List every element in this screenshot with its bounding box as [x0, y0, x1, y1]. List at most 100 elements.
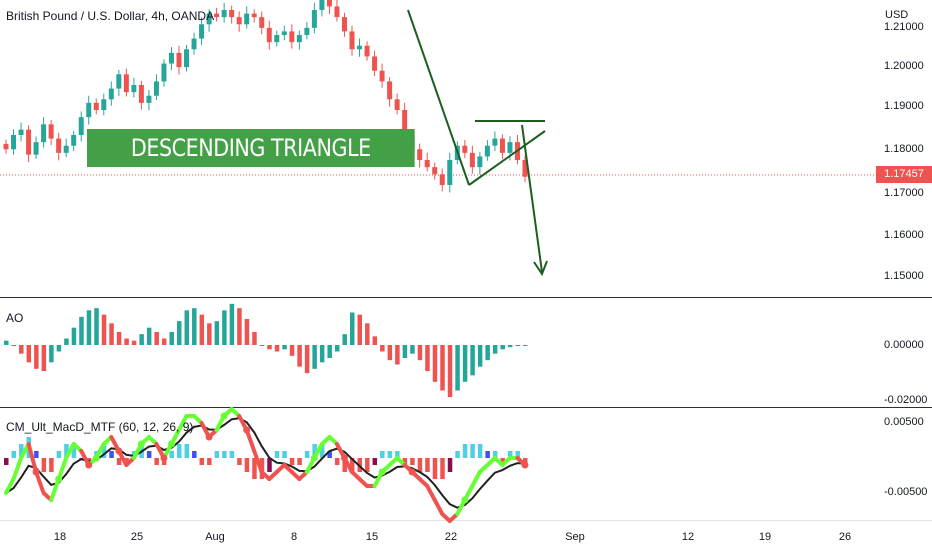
- ao-bar: [380, 345, 385, 352]
- symbol-title[interactable]: British Pound / U.S. Dollar, 4h, OANDA: [6, 9, 215, 23]
- candle-body: [477, 156, 483, 168]
- macd-indicator-label[interactable]: CM_Ult_MacD_MTF (60, 12, 26, 9): [6, 420, 194, 434]
- candle-body: [131, 85, 137, 93]
- ao-bar: [342, 334, 347, 345]
- macd-tick-label: 0.00500: [884, 416, 924, 428]
- candle-body: [341, 17, 347, 32]
- candle-body: [394, 99, 400, 110]
- candle-body: [432, 167, 438, 175]
- macd-cross-dot: [220, 412, 228, 420]
- price-tick-label: 1.18000: [884, 143, 924, 155]
- ao-bar: [71, 327, 77, 345]
- macd-histogram-bar: [372, 458, 378, 465]
- ao-indicator-label[interactable]: AO: [6, 311, 24, 325]
- candle-body: [259, 17, 265, 28]
- ao-bar: [4, 340, 9, 345]
- macd-histogram-bar: [500, 458, 505, 465]
- macd-histogram-bar: [146, 451, 152, 458]
- macd-histogram-bar: [49, 458, 54, 472]
- macd-histogram-bar: [282, 451, 287, 458]
- time-tick-label: Aug: [205, 531, 225, 543]
- ao-bar: [101, 314, 107, 345]
- time-tick-label: 26: [839, 531, 851, 543]
- macd-histogram-bar: [485, 451, 490, 458]
- ao-bar: [169, 332, 174, 345]
- ao-bar: [402, 345, 408, 358]
- macd-cross-dot: [461, 496, 469, 504]
- macd-histogram-bar: [56, 451, 62, 458]
- macd-histogram-bar: [334, 458, 340, 465]
- candle-body: [402, 110, 408, 135]
- candle-body: [116, 74, 122, 89]
- macd-histogram-bar: [184, 444, 190, 458]
- ao-bar: [282, 345, 287, 350]
- currency-label: USD: [885, 9, 909, 21]
- macd-histogram-bar: [101, 444, 107, 458]
- macd-histogram-bar: [410, 458, 415, 465]
- macd-histogram-bar: [41, 458, 47, 472]
- candle-body: [191, 38, 197, 50]
- macd-line-segment: [470, 470, 482, 488]
- ao-bar: [492, 345, 498, 354]
- macd-histogram-bar: [192, 451, 197, 458]
- ao-bar: [312, 345, 317, 369]
- macd-histogram-bar: [161, 458, 167, 465]
- candle-body: [296, 35, 302, 43]
- price-tick-label: 1.20000: [884, 60, 924, 72]
- candle-body: [78, 117, 84, 135]
- candle-body: [161, 63, 167, 82]
- ao-bar: [304, 345, 310, 374]
- time-tick-label: 18: [54, 531, 66, 543]
- macd-histogram-bar: [492, 451, 498, 458]
- candle-body: [266, 27, 272, 43]
- macd-histogram-bar: [447, 458, 453, 472]
- ao-bar: [64, 338, 69, 345]
- ao-bar: [485, 345, 490, 361]
- macd-histogram-bar: [116, 458, 122, 465]
- macd-histogram-bar: [207, 458, 212, 465]
- candle-body: [3, 143, 9, 150]
- macd-line-segment: [432, 498, 445, 516]
- macd-histogram-bar: [425, 458, 430, 472]
- ao-bar: [11, 345, 17, 346]
- macd-histogram-bar: [4, 458, 9, 465]
- macd-line-segment: [64, 442, 76, 460]
- time-tick-label: 25: [131, 531, 143, 543]
- ao-bar: [357, 314, 363, 345]
- candle-body: [379, 70, 385, 82]
- candle-body: [349, 31, 355, 50]
- macd-histogram-bar: [462, 444, 468, 458]
- time-tick-label: 19: [759, 531, 771, 543]
- candle-body: [326, 0, 332, 7]
- ao-bar: [507, 345, 513, 348]
- ao-bar: [462, 345, 468, 382]
- candle-body: [462, 145, 468, 153]
- macd-histogram-bar: [64, 444, 69, 458]
- price-tick-label: 1.15000: [884, 270, 924, 282]
- ao-bar: [365, 323, 370, 345]
- ao-bar: [500, 345, 505, 350]
- macd-histogram-bar: [169, 451, 174, 458]
- projection-arrow-line: [521, 124, 543, 273]
- macd-histogram-bar: [417, 458, 423, 472]
- macd-histogram-bar: [342, 458, 347, 472]
- ao-bar: [289, 345, 295, 356]
- macd-histogram-bar: [154, 458, 159, 465]
- macd-histogram-bar: [199, 458, 205, 465]
- macd-line-segment: [11, 456, 24, 481]
- ao-bar: [199, 314, 205, 345]
- macd-histogram-bar: [304, 451, 310, 458]
- time-tick-label: Sep: [565, 531, 585, 543]
- candle-body: [357, 45, 363, 50]
- macd-histogram-bar: [477, 444, 483, 458]
- ao-bar: [470, 345, 475, 376]
- ao-bar: [327, 345, 332, 358]
- ao-bar: [417, 345, 423, 361]
- pattern-annotation[interactable]: DESCENDING TRIANGLE PATTERN: [87, 129, 415, 200]
- ao-bar: [334, 345, 340, 352]
- macd-cross-dot: [521, 461, 529, 469]
- ao-bar: [259, 345, 265, 346]
- candle-body: [319, 0, 325, 11]
- candle-body: [206, 13, 212, 25]
